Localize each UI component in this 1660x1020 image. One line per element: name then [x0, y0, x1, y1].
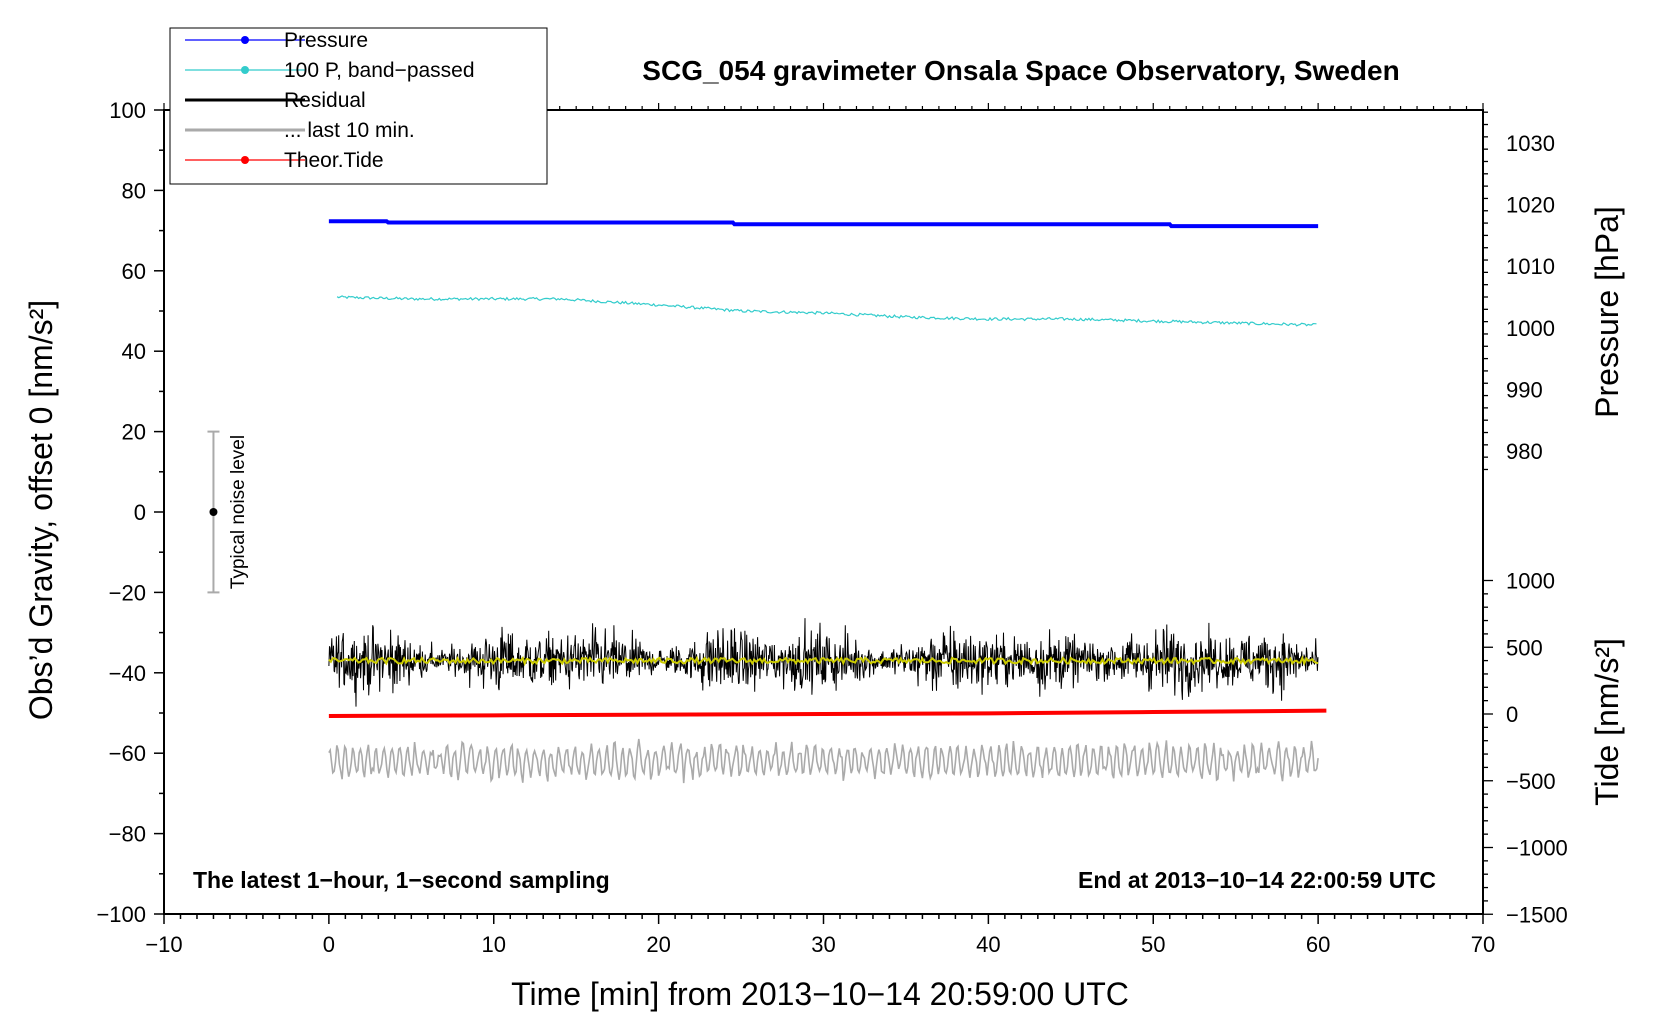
pressure-tick-label: 1010 — [1506, 254, 1555, 279]
y-tick-label: −40 — [109, 661, 146, 686]
y-tick-label: 100 — [109, 98, 146, 123]
legend-label: Residual — [284, 89, 366, 112]
series-last-10-min — [328, 738, 1319, 784]
series-pressure — [328, 219, 1319, 229]
x-tick-label: 20 — [646, 932, 670, 957]
series-100-p-band-passed — [336, 295, 1317, 327]
annotation-right: End at 2013−10−14 22:00:59 UTC — [1078, 867, 1436, 893]
tide-tick-label: 1000 — [1506, 569, 1555, 594]
y-tick-label: 40 — [122, 339, 146, 364]
y-tick-label: −100 — [96, 902, 146, 927]
x-tick-label: 70 — [1471, 932, 1495, 957]
noise-level-label: Typical noise level — [228, 435, 249, 589]
legend-marker — [241, 36, 249, 44]
y-tick-label: 80 — [122, 178, 146, 203]
legend-label: 100 P, band−passed — [284, 59, 475, 82]
annotation-left: The latest 1−hour, 1−second sampling — [193, 867, 610, 893]
legend-label: ... last 10 min. — [284, 119, 415, 142]
tide-tick-label: 0 — [1506, 702, 1518, 727]
x-tick-label: 40 — [976, 932, 1000, 957]
noise-bar-center — [209, 508, 218, 516]
noise-level-bar — [207, 430, 220, 594]
plot-frame — [163, 109, 1484, 915]
y-tick-label: 60 — [122, 259, 146, 284]
pressure-axis-title: Pressure [hPa] — [1589, 206, 1625, 418]
x-tick-label: 50 — [1141, 932, 1165, 957]
legend-label: Theor.Tide — [284, 149, 384, 172]
pressure-tick-label: 1020 — [1506, 193, 1555, 218]
pressure-tick-label: 980 — [1506, 439, 1543, 464]
tide-tick-label: 500 — [1506, 635, 1543, 660]
axes: −10 0 10 20 30 40 50 60 70100806040200−20−40−60−… — [96, 98, 1567, 957]
x-axis-title: Time [min] from 2013−10−14 20:59:00 UTC — [511, 976, 1129, 1012]
tide-tick-label: −1000 — [1506, 836, 1568, 861]
y-tick-label: −60 — [109, 741, 146, 766]
x-tick-label: 10 — [482, 932, 506, 957]
y-tick-label: −20 — [109, 580, 146, 605]
series-residual — [328, 618, 1319, 707]
x-tick-label: 30 — [811, 932, 835, 957]
tide-axis-title: Tide [nm/s²] — [1589, 638, 1625, 806]
y-axis-title-left: Obs’d Gravity, offset 0 [nm/s²] — [23, 300, 59, 720]
y-tick-label: −80 — [109, 822, 146, 847]
tide-tick-label: −500 — [1506, 769, 1556, 794]
y-tick-label: 20 — [122, 420, 146, 445]
chart-title: SCG_054 gravimeter Onsala Space Observat… — [642, 55, 1399, 86]
legend-box — [169, 27, 548, 185]
y-tick-label: 0 — [134, 500, 146, 525]
x-tick-label: 0 — [323, 932, 335, 957]
series-smoothed — [328, 655, 1319, 667]
legend-marker — [241, 156, 249, 164]
series-layer — [328, 219, 1327, 784]
legend-marker — [241, 66, 249, 74]
pressure-tick-label: 990 — [1506, 377, 1543, 402]
pressure-tick-label: 1000 — [1506, 316, 1555, 341]
pressure-tick-label: 1030 — [1506, 131, 1555, 156]
tide-tick-label: −1500 — [1506, 902, 1568, 927]
legend: Pressure 100 P, band−passed Residual ... la… — [169, 27, 548, 185]
legend-label: Pressure — [284, 29, 368, 52]
series-theor-tide — [328, 708, 1327, 719]
x-tick-label: 60 — [1306, 932, 1330, 957]
x-tick-label: −10 — [145, 932, 182, 957]
